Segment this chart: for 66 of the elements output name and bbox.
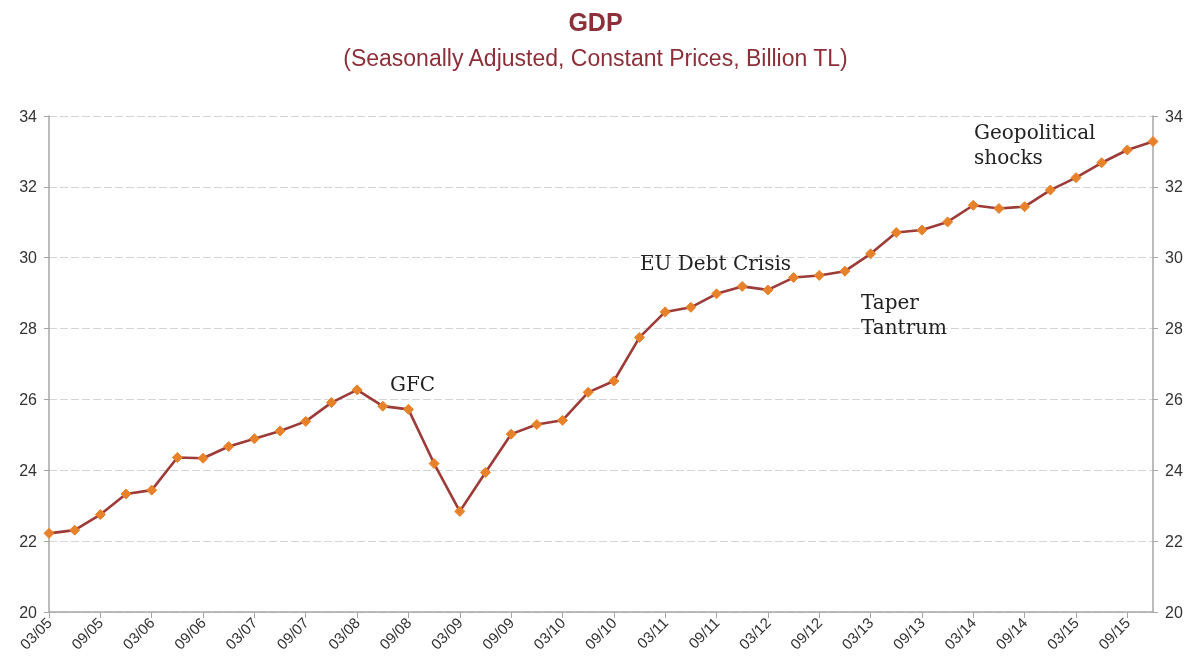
point xyxy=(865,248,877,260)
y-tick-label: 30 xyxy=(19,249,38,267)
y2-tick-label: 24 xyxy=(1165,461,1183,479)
point xyxy=(120,488,132,500)
annotation: Taper Tantrum xyxy=(861,289,948,339)
y-tick-label: 32 xyxy=(19,178,38,196)
point xyxy=(94,509,106,521)
point xyxy=(197,452,209,464)
point xyxy=(556,414,568,426)
point xyxy=(505,428,517,440)
point xyxy=(171,452,183,464)
point xyxy=(43,527,55,539)
point xyxy=(223,441,235,453)
point xyxy=(890,227,902,239)
y2-tick-label: 28 xyxy=(1165,320,1183,338)
y2-tick-label: 34 xyxy=(1165,107,1183,125)
annotation: GFC xyxy=(390,371,436,396)
point xyxy=(1096,157,1108,169)
point xyxy=(325,397,337,409)
point xyxy=(479,466,491,478)
annotation: Geopolitical shocks xyxy=(974,119,1096,169)
point xyxy=(1044,184,1056,196)
point xyxy=(993,202,1005,214)
y-tick-label: 24 xyxy=(19,461,38,479)
point xyxy=(351,384,363,396)
annotation: EU Debt Crisis xyxy=(640,250,792,275)
point xyxy=(634,331,646,343)
y-tick-label: 34 xyxy=(19,107,38,125)
y-tick-label: 20 xyxy=(19,603,38,621)
point xyxy=(942,216,954,228)
y-tick-label: 28 xyxy=(19,320,38,338)
point xyxy=(916,224,928,236)
point xyxy=(454,505,466,517)
point xyxy=(274,425,286,437)
point xyxy=(711,288,723,300)
point xyxy=(736,280,748,292)
y-tick-label: 22 xyxy=(19,532,38,550)
point xyxy=(531,419,543,431)
y2-tick-label: 22 xyxy=(1165,532,1183,550)
chart-title: GDP xyxy=(568,7,623,36)
point xyxy=(1070,172,1082,184)
y2-tick-label: 30 xyxy=(1165,249,1183,267)
point xyxy=(1019,201,1031,213)
point xyxy=(608,375,620,387)
point xyxy=(146,484,158,496)
point xyxy=(788,272,800,284)
point xyxy=(377,400,389,412)
point xyxy=(428,458,440,470)
point xyxy=(967,199,979,211)
point xyxy=(659,306,671,318)
point xyxy=(1147,136,1159,148)
y-tick-label: 26 xyxy=(19,390,38,408)
point xyxy=(685,301,697,313)
y2-tick-label: 32 xyxy=(1165,178,1183,196)
point xyxy=(1121,144,1133,156)
point xyxy=(402,403,414,415)
point xyxy=(813,269,825,281)
point xyxy=(248,433,260,445)
y2-tick-label: 20 xyxy=(1165,603,1183,621)
point xyxy=(582,386,594,398)
chart-subtitle: (Seasonally Adjusted, Constant Prices, Billion TL) xyxy=(343,44,848,71)
point xyxy=(839,265,851,277)
y2-tick-label: 26 xyxy=(1165,390,1183,408)
point xyxy=(69,524,81,536)
point xyxy=(762,284,774,296)
point xyxy=(300,415,312,427)
